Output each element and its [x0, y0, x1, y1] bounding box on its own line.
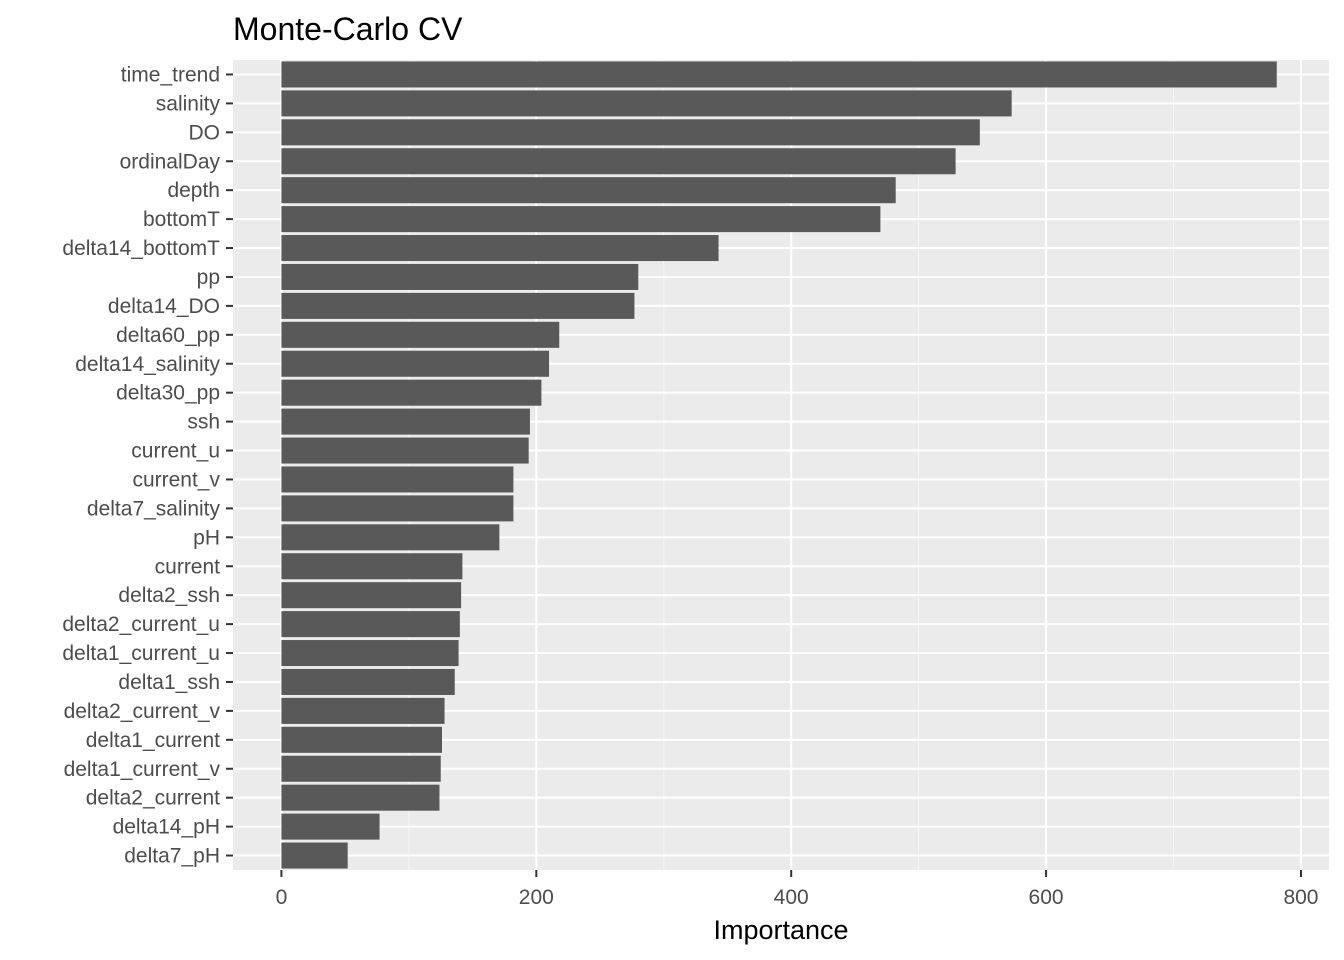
bar-pH [281, 524, 500, 551]
bar-current [281, 553, 463, 580]
y-tick-label: delta7_pH [124, 845, 220, 868]
y-tick-label: delta2_current_v [64, 700, 221, 723]
bar-delta30_pp [281, 379, 542, 406]
y-tick-label: pp [197, 266, 220, 289]
y-tick-label: delta1_ssh [118, 671, 220, 694]
x-tick-label: 400 [774, 886, 809, 909]
bar-delta14_pH [281, 813, 380, 840]
bar-delta1_current_v [281, 755, 441, 782]
y-tick-label: bottomT [143, 208, 220, 231]
bar-delta7_pH [281, 842, 348, 869]
x-tick-label: 800 [1283, 886, 1318, 909]
bar-delta60_pp [281, 321, 560, 348]
y-tick-label: depth [167, 179, 220, 202]
bar-delta14_bottomT [281, 235, 719, 262]
bar-delta14_DO [281, 292, 635, 319]
bars [281, 61, 1277, 869]
bar-delta2_current_v [281, 697, 445, 724]
y-tick-label: delta1_current_v [64, 758, 221, 781]
y-tick-label: ssh [187, 411, 220, 434]
bar-pp [281, 263, 639, 290]
bar-delta2_current_u [281, 611, 460, 638]
bar-delta1_current [281, 726, 443, 753]
bar-delta7_salinity [281, 495, 514, 522]
y-tick-label: delta14_pH [113, 816, 220, 839]
x-axis: 0 200 400 600 800 [276, 870, 1318, 909]
y-axis: time_trend salinity DO ordinalDay depth botto… [62, 63, 233, 868]
y-tick-label: salinity [156, 92, 221, 115]
bar-delta14_salinity [281, 350, 550, 377]
y-tick-label: time_trend [121, 63, 220, 86]
bar-ordinalDay [281, 148, 956, 175]
y-tick-label: delta7_salinity [87, 497, 221, 520]
x-tick-label: 0 [276, 886, 288, 909]
bar-current_v [281, 466, 514, 493]
y-tick-label: delta14_bottomT [62, 237, 220, 260]
bar-time_trend [281, 61, 1277, 88]
x-tick-label: 600 [1029, 886, 1064, 909]
bar-delta1_current_u [281, 640, 459, 667]
y-tick-label: current [155, 555, 221, 578]
bar-bottomT [281, 206, 881, 233]
y-tick-label: current_v [132, 468, 220, 491]
y-tick-label: delta60_pp [116, 324, 220, 347]
chart-title: Monte-Carlo CV [233, 11, 463, 47]
bar-delta2_current [281, 784, 440, 811]
y-tick-label: delta14_salinity [75, 353, 220, 376]
y-tick-label: DO [189, 121, 221, 144]
bar-current_u [281, 437, 529, 464]
bar-depth [281, 177, 896, 204]
y-tick-label: delta1_current [86, 729, 220, 752]
y-tick-label: current_u [131, 440, 220, 463]
y-tick-label: delta2_current_u [62, 613, 220, 636]
y-tick-label: delta1_current_u [62, 642, 220, 665]
x-axis-title: Importance [713, 915, 848, 945]
bar-delta1_ssh [281, 668, 455, 695]
bar-salinity [281, 90, 1012, 117]
y-tick-label: ordinalDay [120, 150, 221, 173]
y-tick-label: delta2_current [86, 787, 220, 810]
y-tick-label: delta2_ssh [118, 584, 220, 607]
bar-ssh [281, 408, 530, 435]
y-tick-label: delta14_DO [108, 295, 220, 318]
x-tick-label: 200 [519, 886, 554, 909]
bar-delta2_ssh [281, 582, 462, 609]
bar-DO [281, 119, 980, 146]
y-tick-label: pH [193, 526, 220, 549]
y-tick-label: delta30_pp [116, 382, 220, 405]
